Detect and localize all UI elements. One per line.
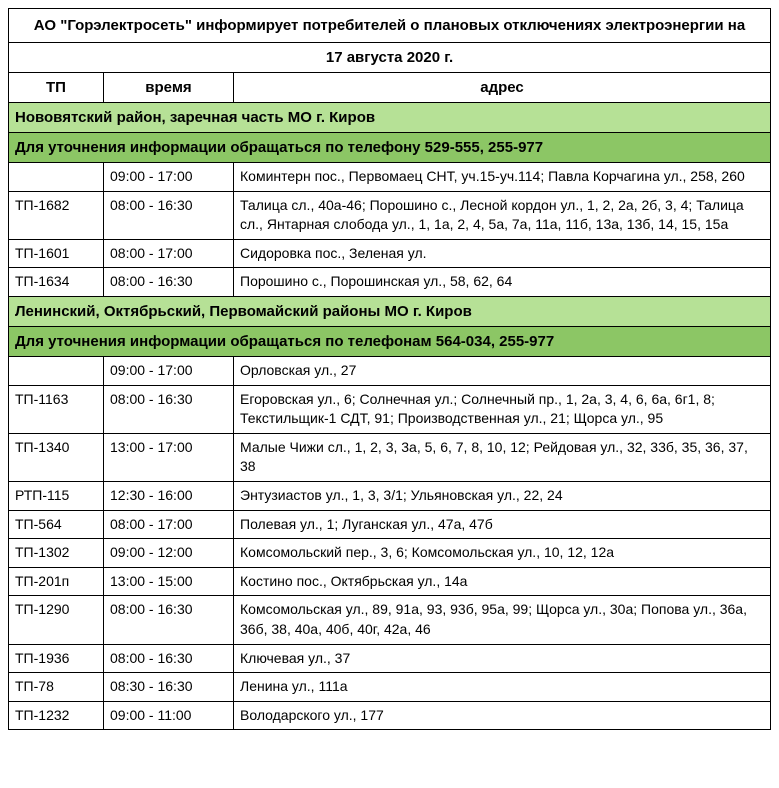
cell-tp: ТП-1634 <box>9 268 104 297</box>
cell-tp <box>9 356 104 385</box>
cell-addr: Комсомольский пер., 3, 6; Комсомольская … <box>234 539 771 568</box>
cell-time: 08:00 - 16:30 <box>104 191 234 239</box>
cell-addr: Сидоровка пос., Зеленая ул. <box>234 239 771 268</box>
cell-tp: ТП-1682 <box>9 191 104 239</box>
contact-header: Для уточнения информации обращаться по т… <box>9 326 771 356</box>
cell-addr: Ключевая ул., 37 <box>234 644 771 673</box>
cell-addr: Энтузиастов ул., 1, 3, 3/1; Ульяновская … <box>234 481 771 510</box>
cell-addr: Коминтерн пос., Первомаец СНТ, уч.15-уч.… <box>234 163 771 192</box>
table-row: ТП-129008:00 - 16:30Комсомольская ул., 8… <box>9 596 771 644</box>
table-row: ТП-130209:00 - 12:00Комсомольский пер., … <box>9 539 771 568</box>
cell-time: 12:30 - 16:00 <box>104 481 234 510</box>
table-row: 09:00 - 17:00Орловская ул., 27 <box>9 356 771 385</box>
cell-addr: Егоровская ул., 6; Солнечная ул.; Солнеч… <box>234 385 771 433</box>
col-header-addr: адрес <box>234 73 771 103</box>
table-title: АО "Горэлектросеть" информирует потребит… <box>9 9 771 43</box>
cell-addr: Полевая ул., 1; Луганская ул., 47а, 47б <box>234 510 771 539</box>
table-row: ТП-168208:00 - 16:30Талица сл., 40а-46; … <box>9 191 771 239</box>
cell-time: 13:00 - 17:00 <box>104 433 234 481</box>
cell-time: 09:00 - 11:00 <box>104 701 234 730</box>
table-row: ТП-193608:00 - 16:30Ключевая ул., 37 <box>9 644 771 673</box>
table-row: ТП-123209:00 - 11:00Володарского ул., 17… <box>9 701 771 730</box>
cell-tp: ТП-1163 <box>9 385 104 433</box>
cell-addr: Талица сл., 40а-46; Порошино с., Лесной … <box>234 191 771 239</box>
outage-table: АО "Горэлектросеть" информирует потребит… <box>8 8 771 730</box>
table-row: ТП-7808:30 - 16:30Ленина ул., 111а <box>9 673 771 702</box>
col-header-tp: ТП <box>9 73 104 103</box>
table-row: ТП-116308:00 - 16:30Егоровская ул., 6; С… <box>9 385 771 433</box>
cell-tp <box>9 163 104 192</box>
cell-tp: ТП-201п <box>9 567 104 596</box>
cell-tp: ТП-1302 <box>9 539 104 568</box>
cell-time: 08:00 - 17:00 <box>104 510 234 539</box>
table-row: ТП-201п13:00 - 15:00Костино пос., Октябр… <box>9 567 771 596</box>
table-row: РТП-11512:30 - 16:00Энтузиастов ул., 1, … <box>9 481 771 510</box>
table-row: ТП-56408:00 - 17:00Полевая ул., 1; Луган… <box>9 510 771 539</box>
cell-time: 13:00 - 15:00 <box>104 567 234 596</box>
cell-time: 08:00 - 16:30 <box>104 385 234 433</box>
cell-time: 08:30 - 16:30 <box>104 673 234 702</box>
cell-time: 08:00 - 16:30 <box>104 644 234 673</box>
cell-addr: Орловская ул., 27 <box>234 356 771 385</box>
cell-time: 08:00 - 16:30 <box>104 268 234 297</box>
table-row: ТП-134013:00 - 17:00Малые Чижи сл., 1, 2… <box>9 433 771 481</box>
contact-header: Для уточнения информации обращаться по т… <box>9 133 771 163</box>
cell-tp: РТП-115 <box>9 481 104 510</box>
district-header: Ленинский, Октябрьский, Первомайский рай… <box>9 296 771 326</box>
cell-time: 08:00 - 16:30 <box>104 596 234 644</box>
cell-tp: ТП-564 <box>9 510 104 539</box>
table-date: 17 августа 2020 г. <box>9 43 771 73</box>
cell-tp: ТП-1232 <box>9 701 104 730</box>
cell-addr: Порошино с., Порошинская ул., 58, 62, 64 <box>234 268 771 297</box>
cell-time: 09:00 - 17:00 <box>104 356 234 385</box>
cell-tp: ТП-78 <box>9 673 104 702</box>
district-header: Нововятский район, заречная часть МО г. … <box>9 103 771 133</box>
cell-addr: Ленина ул., 111а <box>234 673 771 702</box>
cell-tp: ТП-1290 <box>9 596 104 644</box>
cell-tp: ТП-1936 <box>9 644 104 673</box>
cell-time: 08:00 - 17:00 <box>104 239 234 268</box>
cell-time: 09:00 - 17:00 <box>104 163 234 192</box>
cell-addr: Малые Чижи сл., 1, 2, 3, 3а, 5, 6, 7, 8,… <box>234 433 771 481</box>
cell-addr: Костино пос., Октябрьская ул., 14а <box>234 567 771 596</box>
cell-addr: Володарского ул., 177 <box>234 701 771 730</box>
cell-addr: Комсомольская ул., 89, 91а, 93, 93б, 95а… <box>234 596 771 644</box>
table-row: ТП-160108:00 - 17:00Сидоровка пос., Зеле… <box>9 239 771 268</box>
col-header-time: время <box>104 73 234 103</box>
cell-tp: ТП-1601 <box>9 239 104 268</box>
cell-tp: ТП-1340 <box>9 433 104 481</box>
table-row: ТП-163408:00 - 16:30Порошино с., Порошин… <box>9 268 771 297</box>
table-row: 09:00 - 17:00Коминтерн пос., Первомаец С… <box>9 163 771 192</box>
cell-time: 09:00 - 12:00 <box>104 539 234 568</box>
